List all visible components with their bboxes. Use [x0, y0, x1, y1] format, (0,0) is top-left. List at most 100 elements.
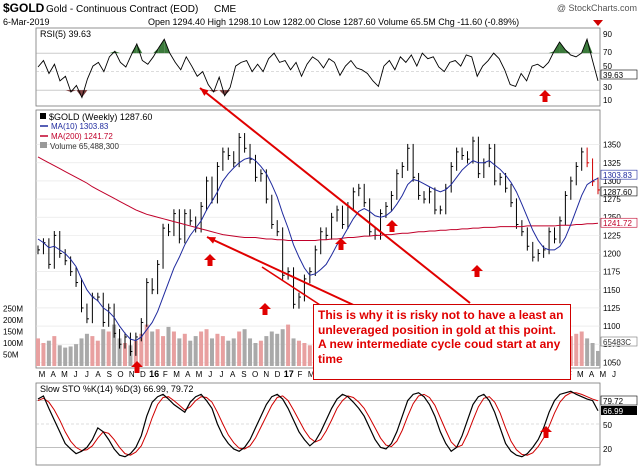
volume-bar	[177, 338, 182, 366]
price-tick-label: 1050	[603, 358, 621, 367]
rsi-panel: RSI(5) 39.63 90 70 50 30 10 39.63	[35, 27, 638, 107]
value-tag-2	[600, 217, 638, 228]
value-tag-0	[600, 169, 638, 180]
month-label: M	[308, 370, 315, 379]
volume-bar	[596, 350, 600, 366]
volume-bar	[280, 329, 285, 366]
down-arrow-icon	[593, 20, 603, 26]
chart-exchange: CME	[214, 4, 237, 15]
volume-bar	[166, 326, 171, 366]
volume-bar	[188, 340, 193, 366]
volume-bar	[590, 343, 595, 366]
month-label: F	[298, 370, 303, 379]
rsi-overbought-fill	[559, 42, 566, 54]
volume-bar	[182, 333, 187, 366]
month-label: A	[589, 370, 595, 379]
sto-k-line	[37, 390, 599, 458]
month-label: A	[185, 370, 191, 379]
volume-bar	[52, 336, 57, 366]
stochastic-legend: Slow STO %K(14) %D(3) 66.99, 79.72	[40, 384, 193, 394]
rsi-oversold-fill	[213, 90, 220, 92]
volume-bar	[307, 345, 312, 366]
ma10-line	[37, 157, 599, 342]
price-arrow-5	[386, 220, 398, 232]
volume-bar	[296, 340, 301, 366]
stochastic-panel: Slow STO %K(14) %D(3) 66.99, 79.72 80 50…	[35, 382, 638, 466]
rsi-overbought-fill	[565, 49, 571, 54]
rsi-tick-50: 50	[603, 62, 612, 71]
rsi-frame	[35, 27, 601, 107]
sto-d-tag	[600, 395, 638, 406]
volume-bar	[242, 329, 247, 366]
rsi-line	[37, 37, 599, 99]
volume-bar	[57, 345, 62, 366]
volume-bar	[193, 336, 198, 366]
volume-bar	[302, 343, 307, 366]
volume-bar	[171, 331, 176, 366]
volume-bar	[150, 331, 155, 366]
sto-d-tag-label: 79.72	[603, 397, 624, 406]
month-label: M	[577, 370, 584, 379]
rsi-overbought-fill	[114, 51, 121, 54]
month-label: S	[107, 370, 112, 379]
rsi-overbought-fill	[153, 47, 159, 54]
month-label: D	[140, 370, 146, 379]
volume-bar	[41, 343, 46, 366]
volume-bar	[84, 333, 89, 366]
month-label: A	[230, 370, 236, 379]
rsi-legend: RSI(5) 39.63	[40, 29, 91, 39]
quote-line: Open 1294.40 High 1298.10 Low 1282.00 Cl…	[148, 17, 519, 27]
rsi-overbought-fill	[158, 39, 165, 54]
month-label: M	[61, 370, 68, 379]
volume-bar	[226, 340, 231, 366]
month-label: M	[39, 370, 46, 379]
volume-bar	[204, 329, 209, 366]
rsi-arrow	[539, 90, 551, 102]
volume-bar	[574, 333, 579, 366]
price-tick-label: 1250	[603, 213, 621, 222]
volume-bar	[231, 338, 236, 366]
rsi-value-tag	[600, 69, 638, 80]
price-arrow-3	[259, 303, 271, 315]
volume-bar	[155, 329, 160, 366]
volume-tick-label: 100M	[3, 339, 23, 348]
volume-tick-label: 200M	[3, 316, 23, 325]
price-arrow-2	[204, 254, 216, 266]
price-tick-label: 1150	[603, 286, 621, 295]
month-label: M	[599, 370, 606, 379]
month-label: N	[129, 370, 135, 379]
volume-bar	[269, 331, 274, 366]
ma200-line	[37, 156, 599, 241]
arrow-to-rsi	[199, 87, 471, 304]
volume-bar	[79, 338, 84, 366]
value-tag-label-1: 1287.60	[603, 188, 632, 197]
volume-bar	[209, 338, 214, 366]
month-label: J	[85, 370, 89, 379]
volume-bar	[199, 331, 204, 366]
volume-bar	[258, 340, 263, 366]
volume-bar	[579, 331, 584, 366]
volume-bar	[68, 346, 73, 366]
volume-bar	[264, 336, 269, 366]
volume-bar	[112, 324, 117, 366]
price-arrow-4	[335, 238, 347, 250]
volume-bar	[101, 329, 106, 366]
volume-bar	[253, 343, 258, 366]
month-label: J	[219, 370, 223, 379]
month-label: A	[95, 370, 101, 379]
rsi-oversold-fill	[65, 90, 71, 92]
price-arrow-6	[471, 265, 483, 277]
volume-bar	[248, 338, 253, 366]
legend-swatch-volume	[40, 142, 47, 148]
value-tag-label-2: 1241.72	[603, 219, 632, 228]
volume-bar	[36, 338, 40, 366]
watermark: @ StockCharts.com	[557, 3, 637, 13]
rsi-overbought-fill	[548, 51, 555, 54]
volume-tick-label: 150M	[3, 328, 23, 337]
month-label: F	[163, 370, 168, 379]
volume-bar	[117, 338, 122, 366]
month-label: J	[74, 370, 78, 379]
volume-bar	[46, 340, 51, 366]
price-tick-label: 1100	[603, 322, 621, 331]
